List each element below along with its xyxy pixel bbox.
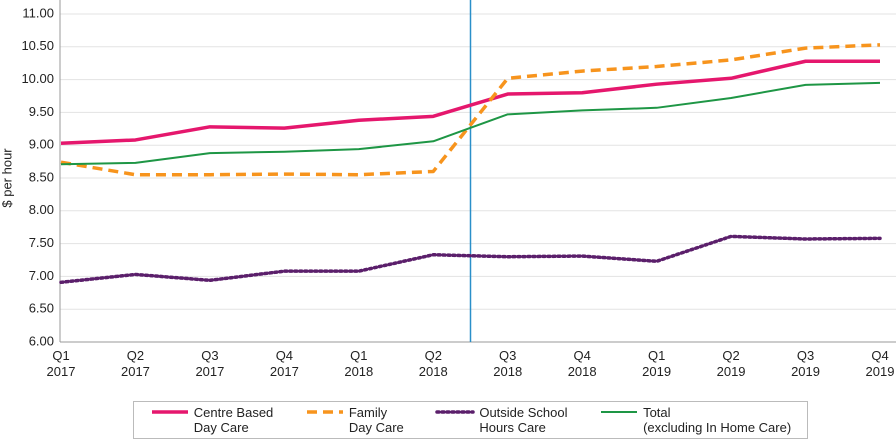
x-tick-label: Q2 2018 <box>418 348 448 379</box>
series-line <box>60 81 881 166</box>
y-tick-label: 6.00 <box>29 333 54 348</box>
legend-label: Centre Based Day Care <box>193 405 274 435</box>
legend-item: Outside School Hours Care <box>435 405 568 435</box>
y-tick-label: 8.00 <box>29 202 54 217</box>
x-tick-label: Q3 2019 <box>791 348 820 379</box>
legend-label: Total (excluding In Home Care) <box>643 405 792 435</box>
y-tick-label: 9.00 <box>29 137 54 152</box>
x-tick-label: Q1 2019 <box>642 348 672 379</box>
x-tick-label: Q4 2017 <box>269 348 299 379</box>
legend-swatch <box>151 410 188 414</box>
x-tick-label: Q1 2018 <box>344 348 374 379</box>
y-tick-label: 9.50 <box>29 104 54 119</box>
legend-swatch <box>306 410 343 414</box>
series-line <box>60 59 880 145</box>
legend-swatch <box>601 411 638 413</box>
legend-item: Family Day Care <box>305 405 404 435</box>
x-tick-label: Q3 2017 <box>195 348 225 379</box>
legend-item: Total (excluding In Home Care) <box>599 405 791 435</box>
legend-label: Family Day Care <box>348 405 404 435</box>
y-axis-label: $ per hour <box>0 148 14 208</box>
y-tick-label: 7.00 <box>29 268 54 283</box>
y-tick-label: 10.00 <box>21 71 54 86</box>
series-line <box>60 43 881 177</box>
x-tick-label: Q1 2017 <box>46 348 76 379</box>
legend-item: Centre Based Day Care <box>150 405 274 435</box>
x-tick-label: Q4 2018 <box>567 348 597 379</box>
x-tick-label: Q2 2019 <box>716 348 746 379</box>
y-tick-label: 7.50 <box>29 235 54 250</box>
x-tick-label: Q3 2018 <box>493 348 523 379</box>
series-line <box>59 234 882 285</box>
x-tick-label: Q4 2019 <box>865 348 895 379</box>
x-tick-label: Q2 2017 <box>120 348 150 379</box>
legend-swatch <box>435 410 476 414</box>
chart: $ per hour 6.00 6.50 7.00 7.50 8.00 8.50 9.00 9… <box>0 0 896 348</box>
y-tick-label: 10.50 <box>21 38 54 53</box>
y-tick-label: 8.50 <box>29 169 54 184</box>
y-tick-label: 11.00 <box>22 5 54 20</box>
y-tick-label: 6.50 <box>29 301 54 316</box>
legend-label: Outside School Hours Care <box>479 405 568 435</box>
legend: Centre Based Day Care Family Day Care Outs… <box>133 401 808 439</box>
